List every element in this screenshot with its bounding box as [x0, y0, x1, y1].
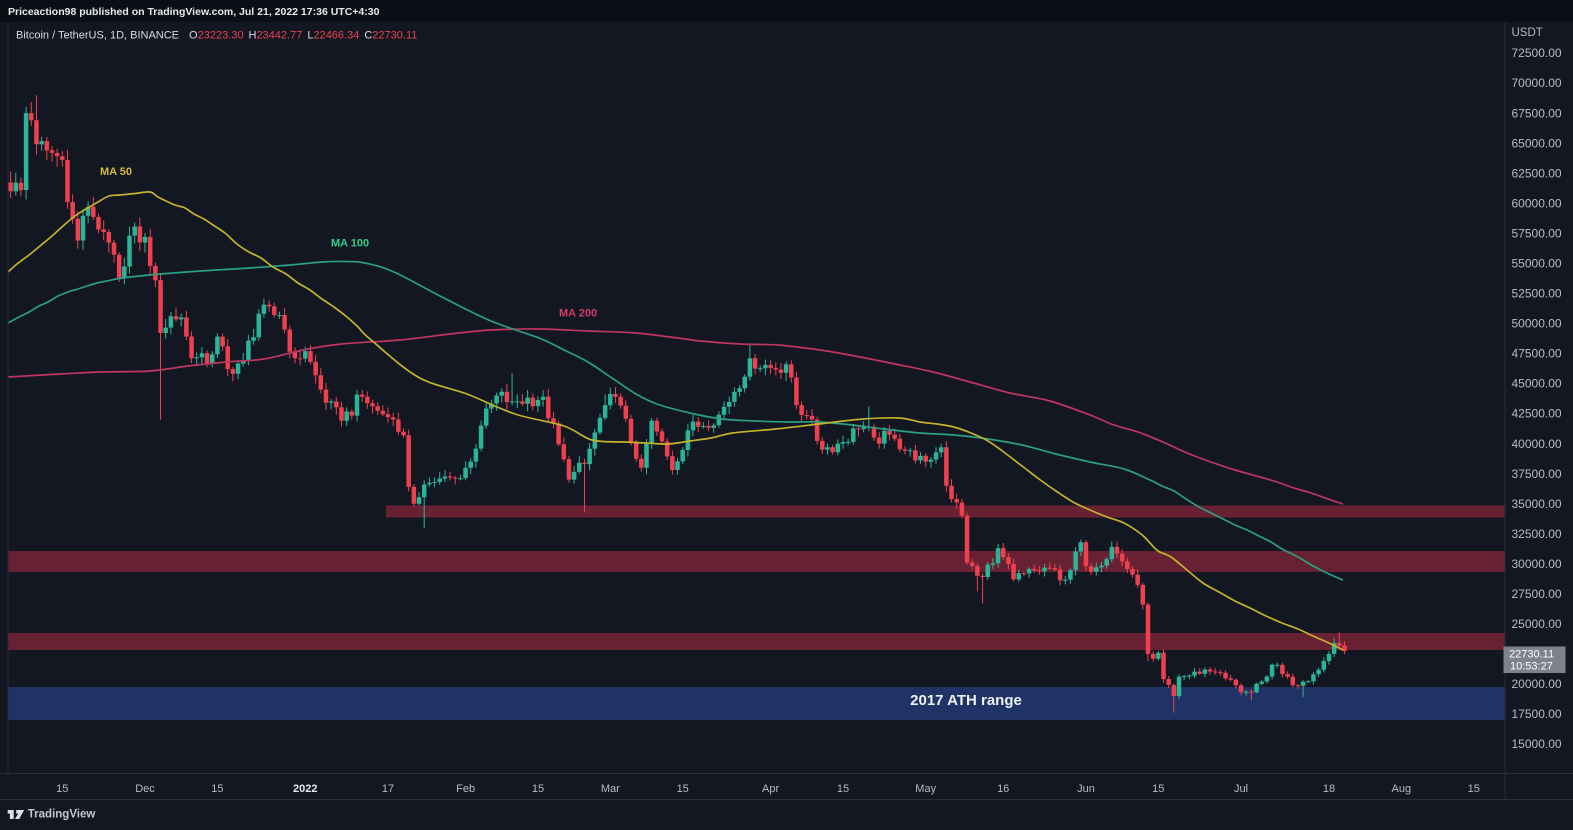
svg-text:15: 15 [1468, 783, 1480, 795]
svg-text:40000.00: 40000.00 [1512, 437, 1562, 451]
svg-text:22730.11: 22730.11 [1509, 649, 1554, 661]
svg-text:15: 15 [532, 783, 544, 795]
svg-text:15: 15 [56, 783, 68, 795]
svg-text:72500.00: 72500.00 [1512, 46, 1562, 60]
svg-text:18: 18 [1323, 783, 1335, 795]
svg-text:16: 16 [997, 783, 1009, 795]
svg-text:Bitcoin / TetherUS, 1D, BINANC: Bitcoin / TetherUS, 1D, BINANCE O23223.30… [16, 30, 417, 42]
svg-text:20000.00: 20000.00 [1512, 677, 1562, 691]
svg-text:TradingView: TradingView [28, 809, 96, 821]
svg-text:MA 50: MA 50 [100, 166, 132, 178]
svg-text:35000.00: 35000.00 [1512, 497, 1562, 511]
svg-text:27500.00: 27500.00 [1512, 587, 1562, 601]
svg-text:37500.00: 37500.00 [1512, 467, 1562, 481]
svg-text:Jul: Jul [1234, 783, 1248, 795]
svg-text:Aug: Aug [1392, 783, 1412, 795]
svg-text:USDT: USDT [1512, 27, 1543, 39]
svg-text:MA 100: MA 100 [331, 238, 369, 250]
svg-text:55000.00: 55000.00 [1512, 257, 1562, 271]
svg-text:10:53:27: 10:53:27 [1510, 661, 1553, 673]
svg-text:Mar: Mar [601, 783, 620, 795]
svg-text:15: 15 [211, 783, 223, 795]
svg-text:60000.00: 60000.00 [1512, 196, 1562, 210]
svg-text:17500.00: 17500.00 [1512, 707, 1562, 721]
svg-text:Dec: Dec [135, 783, 155, 795]
svg-text:57500.00: 57500.00 [1512, 227, 1562, 241]
svg-text:Feb: Feb [456, 783, 475, 795]
svg-text:62500.00: 62500.00 [1512, 166, 1562, 180]
svg-text:2017 ATH range: 2017 ATH range [910, 692, 1022, 709]
svg-text:70000.00: 70000.00 [1512, 76, 1562, 90]
svg-text:42500.00: 42500.00 [1512, 407, 1562, 421]
svg-text:25000.00: 25000.00 [1512, 617, 1562, 631]
svg-text:Jun: Jun [1077, 783, 1095, 795]
svg-text:15: 15 [837, 783, 849, 795]
svg-text:47500.00: 47500.00 [1512, 347, 1562, 361]
svg-text:67500.00: 67500.00 [1512, 106, 1562, 120]
svg-text:Apr: Apr [762, 783, 779, 795]
svg-text:52500.00: 52500.00 [1512, 287, 1562, 301]
svg-text:17: 17 [382, 783, 394, 795]
svg-text:MA 200: MA 200 [559, 308, 597, 320]
svg-text:15000.00: 15000.00 [1512, 737, 1562, 751]
svg-text:Priceaction98 published on Tra: Priceaction98 published on TradingView.c… [8, 6, 380, 18]
svg-text:30000.00: 30000.00 [1512, 557, 1562, 571]
svg-text:May: May [915, 783, 936, 795]
svg-text:15: 15 [1152, 783, 1164, 795]
svg-text:2022: 2022 [293, 783, 317, 795]
svg-text:45000.00: 45000.00 [1512, 377, 1562, 391]
svg-text:15: 15 [677, 783, 689, 795]
svg-text:50000.00: 50000.00 [1512, 317, 1562, 331]
svg-text:32500.00: 32500.00 [1512, 527, 1562, 541]
svg-text:65000.00: 65000.00 [1512, 136, 1562, 150]
